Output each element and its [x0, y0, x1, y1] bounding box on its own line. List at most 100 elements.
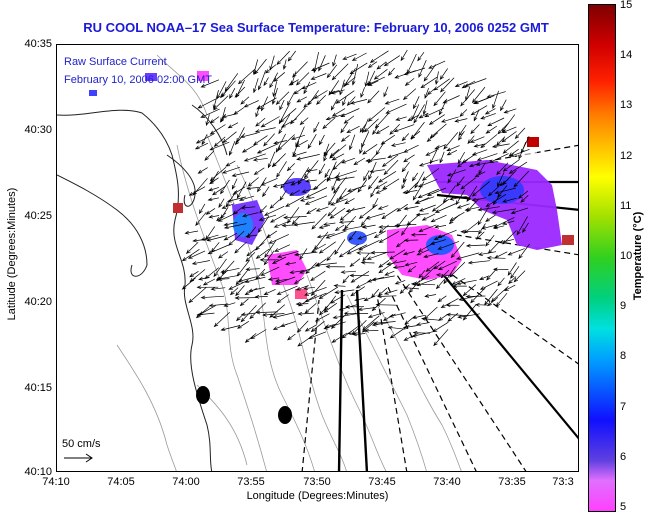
current-vector-arrow: [331, 153, 345, 161]
current-vector-arrow: [367, 61, 378, 69]
current-vector-arrow: [258, 214, 277, 221]
current-vector-arrow: [195, 133, 215, 144]
current-vector-arrow: [501, 131, 517, 143]
current-vector-arrow: [363, 295, 376, 301]
current-vector-arrow: [255, 310, 278, 315]
current-vector-arrow: [473, 95, 495, 104]
current-vector-arrow: [455, 252, 480, 260]
current-vector-arrow: [473, 143, 486, 148]
current-vector-arrow: [318, 55, 326, 72]
current-vector-arrow: [440, 116, 459, 123]
current-vector-arrow: [522, 222, 529, 233]
current-vector-arrow: [220, 325, 240, 332]
current-vector-arrow: [412, 181, 425, 201]
current-vector-arrow: [318, 241, 336, 254]
current-vector-arrow: [465, 294, 486, 299]
current-vector-arrow: [328, 186, 340, 206]
current-vector-arrow: [396, 203, 408, 212]
current-vector-arrow: [346, 96, 356, 106]
current-vector-arrow: [475, 160, 499, 167]
current-vector-arrow: [272, 312, 295, 319]
current-vector-arrow: [366, 76, 385, 86]
current-vector-arrow: [508, 276, 517, 285]
current-vector-arrow: [276, 50, 290, 66]
y-tick-label: 40:30: [24, 124, 52, 136]
current-vector-arrow: [428, 60, 446, 69]
current-vector-arrow: [252, 157, 268, 162]
current-vector-arrow: [226, 196, 247, 203]
current-vector-arrow: [358, 239, 380, 251]
current-vector-arrow: [285, 196, 305, 207]
current-vector-arrow: [192, 238, 209, 243]
current-vector-arrow: [402, 325, 418, 329]
current-vector-arrow: [338, 243, 359, 258]
current-vector-arrow: [263, 77, 269, 87]
current-vector-arrow: [357, 307, 377, 312]
current-vector-arrow: [249, 302, 266, 320]
current-vector-arrow: [359, 140, 365, 155]
current-vector-arrow: [449, 261, 466, 278]
current-vector-arrow: [279, 99, 285, 111]
current-vector-arrow: [241, 144, 256, 153]
current-vector-arrow: [454, 118, 468, 123]
current-vector-arrow: [376, 61, 387, 70]
x-tick-label: 73:35: [498, 476, 526, 488]
current-vector-arrow: [223, 232, 238, 241]
colorbar-tick: 11: [620, 200, 632, 212]
current-vector-arrow: [452, 284, 467, 288]
scale-label: 50 cm/s: [62, 438, 101, 450]
current-vector-arrow: [471, 181, 490, 197]
current-vector-arrow: [362, 144, 378, 155]
current-vector-arrow: [208, 187, 220, 192]
current-vector-arrow: [304, 179, 317, 183]
current-vector-arrow: [185, 242, 199, 255]
current-vector-arrow: [424, 107, 445, 118]
current-vector-arrow: [373, 69, 388, 80]
current-vector-arrow: [247, 177, 259, 187]
current-vector-arrow: [499, 179, 509, 187]
current-vector-arrow: [349, 99, 367, 105]
current-vector-arrow: [364, 328, 379, 333]
current-vector-arrow: [323, 222, 336, 227]
current-vector-arrow: [263, 205, 285, 216]
current-vector-arrow: [329, 149, 340, 158]
current-vector-arrow: [327, 207, 337, 217]
current-vector-arrow: [440, 298, 459, 309]
current-vector-arrow: [471, 86, 486, 104]
colorbar-title: Temperature (°C): [632, 211, 644, 301]
current-vector-arrow: [299, 196, 315, 202]
current-vector-arrow: [449, 211, 465, 221]
current-vector-arrow: [228, 140, 236, 156]
map-plot-area[interactable]: [56, 44, 579, 472]
current-vector-arrow: [254, 58, 267, 75]
current-vector-arrow: [350, 286, 365, 297]
current-vector-arrow: [208, 303, 229, 308]
current-vector-arrow: [220, 207, 229, 220]
current-vector-arrow: [344, 76, 356, 86]
current-vector-arrow: [234, 86, 246, 98]
current-vector-arrow: [240, 305, 257, 323]
current-vector-arrow: [477, 207, 489, 226]
current-vector-arrow: [239, 298, 249, 307]
current-vector-arrow: [224, 73, 239, 92]
current-vector-arrow: [460, 89, 475, 107]
current-vector-arrow: [307, 134, 317, 150]
current-vector-arrow: [307, 331, 327, 340]
current-vector-arrow: [189, 269, 206, 283]
current-vector-arrow: [303, 81, 311, 95]
current-vector-arrow: [331, 108, 346, 117]
current-vector-arrow: [518, 190, 529, 199]
current-vector-arrow: [401, 178, 407, 190]
current-vector-arrow: [212, 185, 226, 196]
current-vector-arrow: [188, 287, 207, 304]
current-vector-arrow: [340, 270, 357, 274]
current-vector-arrow: [340, 122, 348, 134]
current-vector-arrow: [433, 91, 446, 107]
current-vector-arrow: [345, 304, 365, 309]
current-vector-arrow: [316, 95, 326, 105]
current-vector-arrow: [288, 79, 299, 86]
current-vector-arrow: [497, 122, 510, 135]
current-vector-arrow: [367, 90, 380, 104]
current-vector-arrow: [351, 63, 359, 86]
current-vector-arrow: [277, 250, 299, 258]
